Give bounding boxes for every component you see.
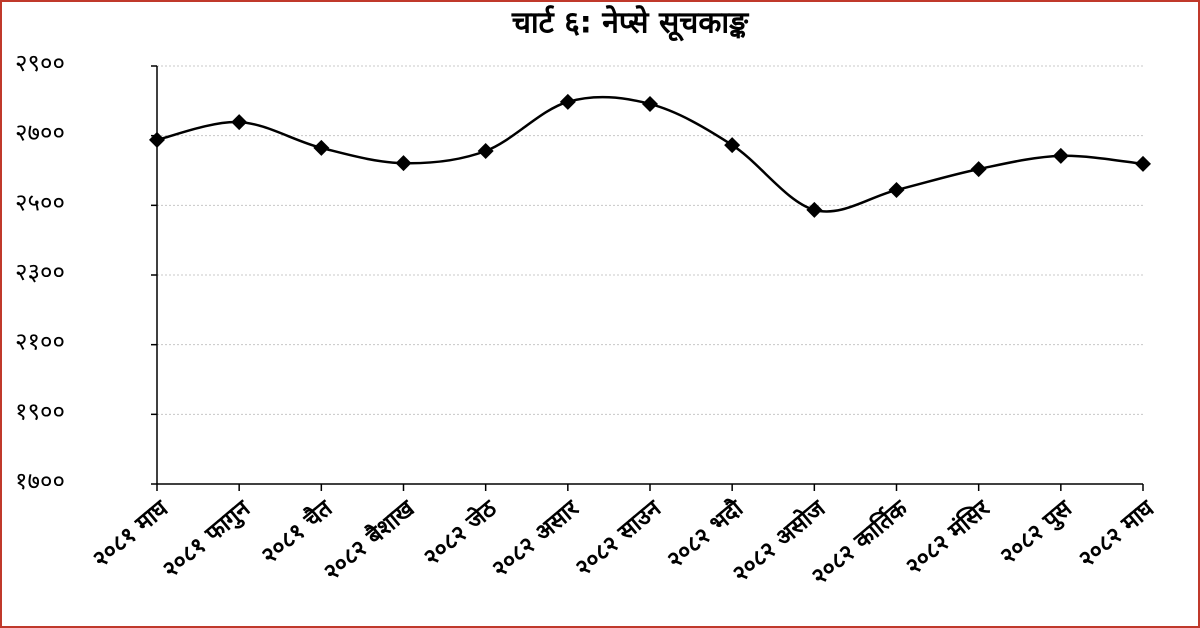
marker xyxy=(724,137,741,154)
marker xyxy=(970,161,987,178)
y-tick-label: २३०० xyxy=(15,258,65,286)
chart-title: चार्ट ६: नेप्से सूचकाङ्क xyxy=(511,5,750,42)
marker xyxy=(642,95,658,112)
marker xyxy=(149,131,165,148)
marker xyxy=(313,139,330,156)
y-tick-label: २५०० xyxy=(15,188,65,216)
y-tick-label: २१०० xyxy=(15,328,65,356)
y-tick-label: २९०० xyxy=(15,49,65,77)
marker xyxy=(477,142,494,159)
y-tick-label: १९०० xyxy=(15,397,65,425)
marker xyxy=(806,201,823,218)
marker xyxy=(559,93,576,110)
marker xyxy=(1052,147,1069,164)
y-tick-label: २७०० xyxy=(15,119,65,147)
marker xyxy=(1135,155,1151,172)
marker xyxy=(231,114,248,131)
marker xyxy=(888,182,905,199)
marker xyxy=(395,155,412,172)
y-tick-label: १७०० xyxy=(15,467,65,495)
